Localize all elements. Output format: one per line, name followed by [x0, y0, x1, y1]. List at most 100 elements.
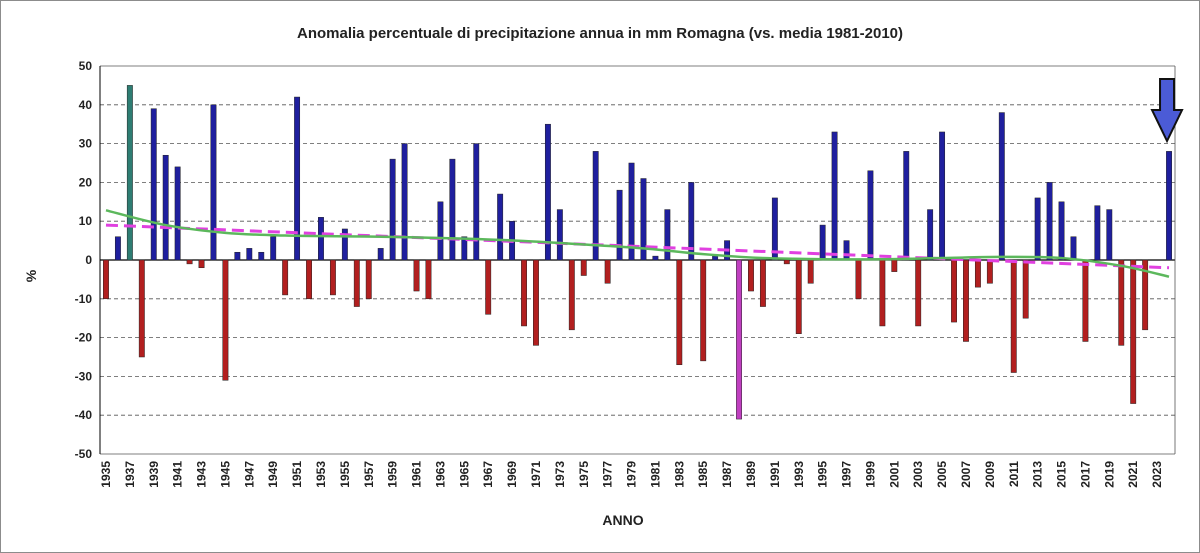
x-tick-label: 2001	[887, 461, 901, 488]
bar-1994	[807, 259, 814, 284]
bar-1974	[568, 259, 575, 331]
bar-1972	[544, 123, 551, 261]
x-tick-label: 1981	[648, 461, 662, 488]
bar-2022	[1142, 259, 1149, 331]
bar-1945	[222, 259, 229, 381]
x-tick-label: 2003	[911, 461, 925, 488]
down-arrow-icon	[1150, 78, 1184, 144]
bar-1946	[234, 251, 241, 261]
bar-2024	[1166, 151, 1172, 261]
x-tick-label: 1959	[386, 461, 400, 488]
bar-1981	[652, 255, 659, 261]
bar-1955	[341, 228, 348, 261]
bar-2006	[951, 259, 957, 323]
x-tick-label: 2023	[1150, 461, 1164, 488]
bar-2014	[1046, 182, 1053, 261]
x-tick-label: 1971	[529, 461, 543, 488]
bar-1980	[640, 178, 647, 261]
x-tick-label: 2007	[959, 461, 973, 488]
bar-1951	[294, 96, 301, 261]
x-tick-label: 1983	[672, 461, 686, 488]
bar-1996	[831, 131, 838, 261]
bar-1968	[497, 193, 504, 261]
bar-2008	[974, 259, 981, 288]
smooth-trend-line	[105, 209, 1170, 278]
x-tick-label: 1975	[577, 461, 591, 488]
bar-1976	[592, 151, 599, 261]
linear-trend-line	[105, 223, 1170, 270]
bar-1954	[329, 259, 336, 296]
x-tick-label: 1949	[266, 461, 280, 488]
bar-1957	[365, 259, 372, 300]
bar-1939	[150, 108, 157, 261]
bar-1992	[783, 259, 790, 265]
bar-2020	[1118, 259, 1125, 346]
bar-1947	[246, 248, 253, 261]
x-tick-label: 2005	[935, 461, 949, 488]
bar-1985	[700, 259, 707, 362]
bar-1967	[485, 259, 492, 315]
x-tick-label: 1945	[218, 461, 232, 488]
x-tick-labels: 1935 1937 1939 1941 1943 1945 1947 1949 1951 1953…	[99, 461, 1164, 488]
bar-2007	[963, 259, 969, 342]
x-tick-label: 1961	[410, 461, 424, 488]
bar-1973	[556, 209, 563, 261]
bar-2003	[915, 259, 922, 327]
x-tick-label: 1953	[314, 461, 328, 488]
x-tick-label: 1997	[840, 461, 854, 488]
trend-lines	[105, 209, 1170, 278]
bar-1943	[198, 259, 205, 269]
bar-1944	[210, 104, 217, 261]
x-tick-label: 1987	[720, 461, 734, 488]
bar-2005	[939, 131, 946, 261]
annotations	[1150, 78, 1184, 144]
bar-1960	[401, 143, 408, 261]
bars	[103, 85, 1172, 420]
bar-2019	[1106, 209, 1113, 261]
y-tick-label: 30	[79, 137, 93, 151]
bar-2004	[927, 209, 934, 261]
bar-1935	[103, 259, 109, 300]
x-tick-label: 1963	[433, 461, 447, 488]
bar-1988	[736, 259, 742, 420]
x-tick-label: 2015	[1055, 461, 1069, 488]
x-tick-label: 1957	[362, 461, 376, 488]
y-tick-label: 50	[79, 59, 93, 73]
bar-1989	[748, 259, 754, 292]
x-tick-label: 1969	[505, 461, 519, 488]
x-tick-label: 1967	[481, 461, 495, 488]
bar-1971	[533, 259, 539, 346]
bar-1958	[377, 248, 384, 261]
y-tick-label: 0	[85, 253, 92, 267]
x-tick-label: 1947	[242, 461, 256, 488]
bar-2012	[1022, 259, 1029, 319]
bar-1975	[580, 259, 587, 276]
x-tick-label: 1979	[625, 461, 639, 488]
y-tick-label: 10	[79, 214, 93, 228]
x-tick-label: 1989	[744, 461, 758, 488]
bar-1965	[461, 236, 468, 261]
bar-1993	[795, 259, 802, 334]
x-tick-label: 1999	[863, 461, 877, 488]
x-tick-label: 1995	[816, 461, 830, 488]
bar-1964	[449, 158, 456, 261]
bar-2001	[891, 259, 898, 272]
bar-2018	[1094, 205, 1101, 261]
x-tick-label: 1955	[338, 461, 352, 488]
bar-1986	[712, 255, 719, 261]
bar-1952	[306, 259, 312, 300]
bar-1962	[425, 259, 432, 300]
x-tick-label: 1935	[99, 461, 113, 488]
bar-2002	[903, 151, 910, 261]
bar-2021	[1130, 259, 1137, 404]
bar-2009	[986, 259, 993, 284]
bar-2016	[1070, 236, 1077, 261]
x-tick-label: 2019	[1102, 461, 1116, 488]
x-tick-label: 1973	[553, 461, 567, 488]
y-tick-label: -20	[75, 331, 93, 345]
bar-1961	[413, 259, 420, 292]
bar-1998	[855, 259, 862, 300]
bar-1991	[771, 197, 778, 261]
